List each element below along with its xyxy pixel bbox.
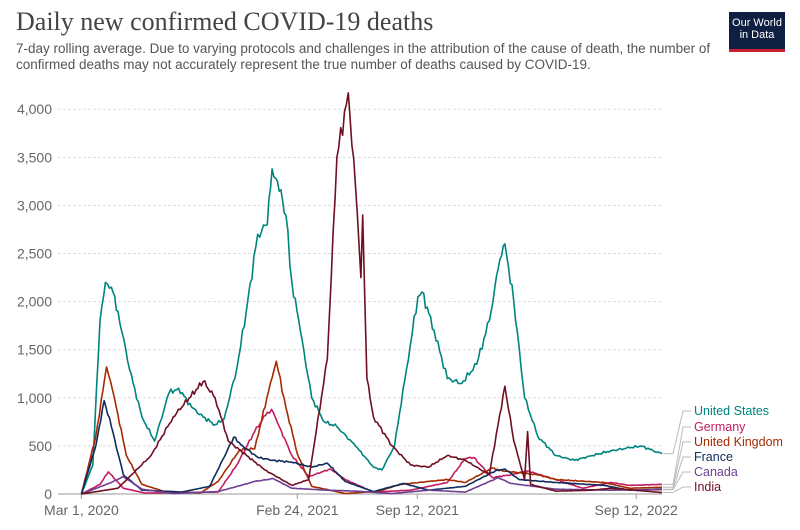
y-tick-label: 2,500 [17,246,52,262]
legend-label: United States [694,404,769,418]
chart-subtitle: 7-day rolling average. Due to varying pr… [16,41,711,72]
legend-connector [663,426,691,485]
logo-line-1: Our World [732,17,782,29]
y-tick-label: 1,500 [17,342,52,358]
legend-label: India [694,480,721,494]
y-tick-label: 0 [44,486,52,502]
y-tick-label: 1,000 [17,390,52,406]
logo-line-2: in Data [739,29,775,41]
y-tick-label: 2,000 [17,294,52,310]
legend-connector [663,410,691,455]
y-tick-label: 4,000 [17,101,52,117]
y-tick-label: 500 [29,438,53,454]
series-line-india [81,92,663,495]
x-tick-label: Mar 1, 2020 [44,502,119,518]
legend-label: Canada [694,465,738,479]
our-world-in-data-logo[interactable]: Our World in Data [729,12,785,52]
legend-label: United Kingdom [694,435,783,449]
legend-connector [663,441,691,488]
series-line-united-states [80,168,663,495]
x-tick-label: Sep 12, 2022 [595,502,679,518]
series-line-united-kingdom [80,360,662,495]
legend-label: Germany [694,420,746,434]
legend-label: France [694,450,733,464]
chart-title: Daily new confirmed COVID-19 deaths [16,7,434,36]
x-tick-label: Sep 12, 2021 [376,502,460,518]
x-tick-label: Feb 24, 2021 [256,502,339,518]
series-line-canada [81,475,662,495]
legend-connector [663,471,691,491]
y-tick-label: 3,000 [17,197,52,213]
y-tick-label: 3,500 [17,149,52,165]
legend-connector [663,486,691,494]
series-line-france [80,399,662,495]
